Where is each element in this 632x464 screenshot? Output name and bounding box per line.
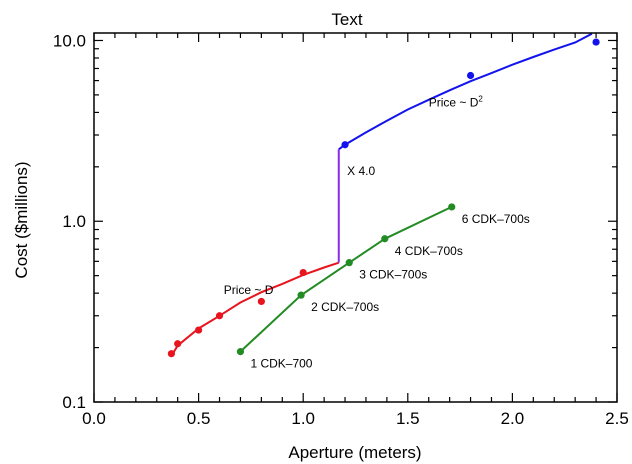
series-0-point — [195, 326, 203, 334]
x-axis-label: Aperture (meters) — [288, 443, 421, 462]
y-tick-label: 10.0 — [53, 31, 86, 50]
series-0-fit-line — [170, 261, 340, 357]
y-axis-label: Cost ($millions) — [12, 161, 31, 278]
x-tick-label: 1.5 — [396, 409, 420, 428]
series-2-point — [448, 203, 456, 211]
point-label: 2 CDK–700s — [311, 300, 379, 314]
annotation: X 4.0 — [347, 164, 375, 178]
annotation: Price ~ D — [224, 283, 274, 297]
y-tick-label: 1.0 — [62, 212, 86, 231]
x-tick-label: 2.0 — [501, 409, 525, 428]
plot-area: 1 CDK–700 2 CDK–700s 3 CDK–700s 4 CDK–700s 6… — [167, 33, 600, 371]
chart-title: Text — [331, 10, 362, 29]
series-2-point — [236, 348, 245, 356]
point-label: 1 CDK–700 — [250, 357, 312, 371]
series-1-point — [466, 71, 475, 80]
series-2-point — [297, 291, 305, 299]
point-label: 3 CDK–700s — [359, 268, 427, 282]
annotation: Price ~ D2 — [429, 95, 484, 110]
x-tick-label: 2.5 — [605, 409, 629, 428]
y-tick-label: 0.1 — [62, 393, 86, 412]
axes: 0.0 0.5 1.0 1.5 2.0 2.5 0.1 1.0 10.0 — [53, 31, 629, 428]
plot-frame — [93, 32, 618, 403]
series-1-fit-line — [338, 33, 593, 151]
series-0-point — [215, 312, 224, 320]
series-0-point — [174, 340, 182, 348]
x-tick-label: 1.0 — [291, 409, 315, 428]
series-2-point — [345, 259, 353, 267]
point-label: 4 CDK–700s — [395, 244, 463, 258]
series-0-point — [257, 297, 265, 306]
series-2-point — [381, 235, 389, 243]
point-label: 6 CDK–700s — [462, 212, 530, 226]
series-0-point — [167, 350, 176, 358]
series-0-point — [299, 268, 307, 277]
x-tick-label: 0.5 — [187, 409, 211, 428]
series-1-point — [341, 141, 349, 149]
x-tick-label: 0.0 — [82, 409, 106, 428]
plot-content — [167, 33, 600, 358]
series-1-point — [592, 38, 600, 46]
